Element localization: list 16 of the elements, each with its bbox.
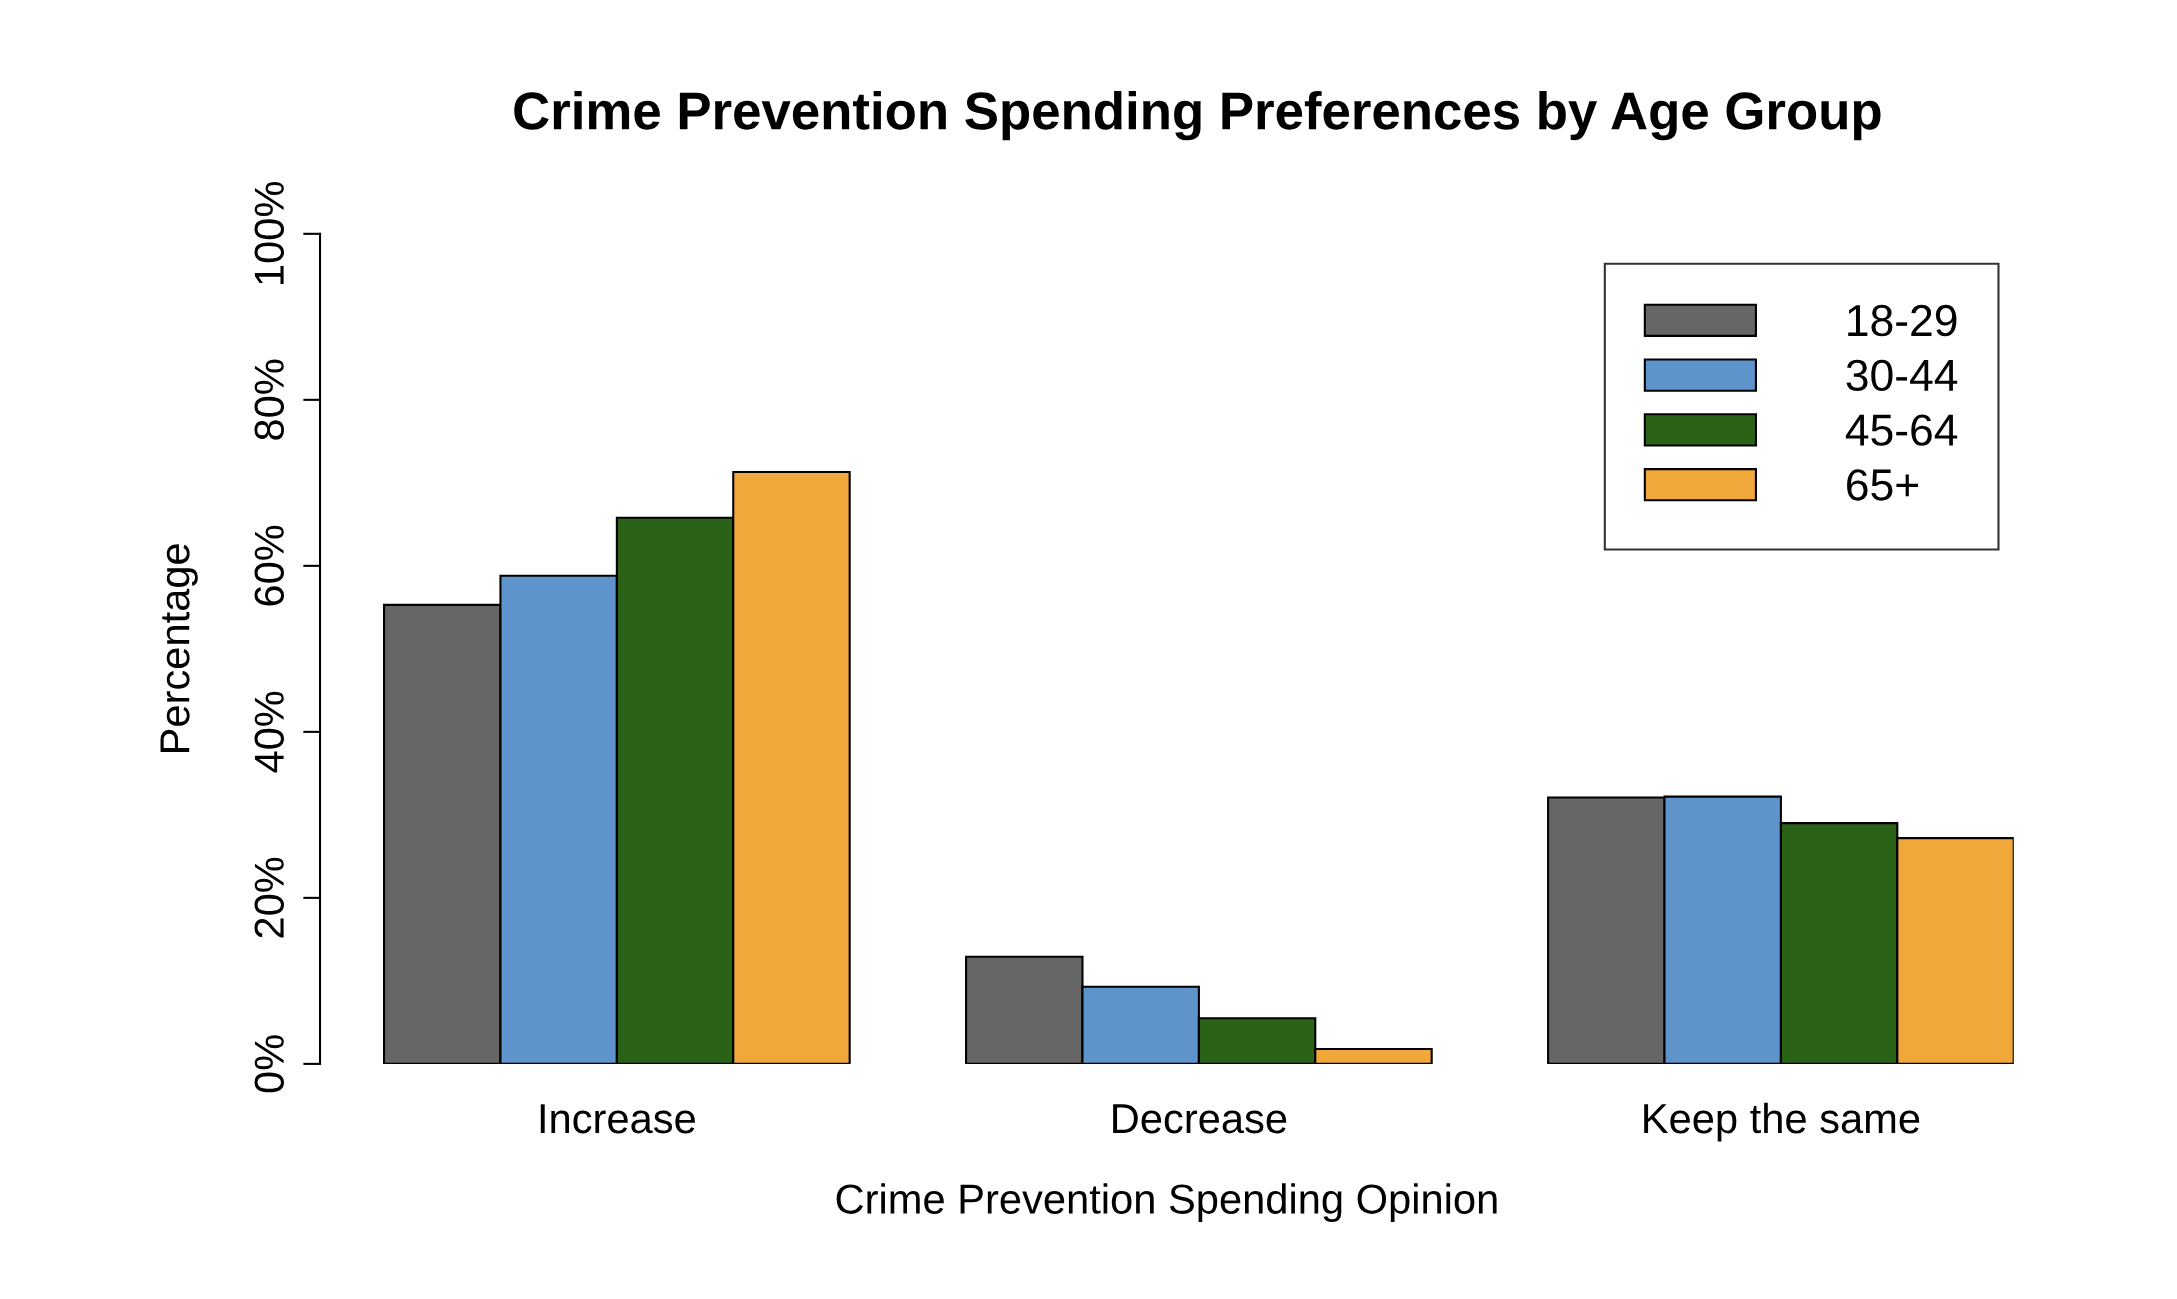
x-tick-label: Increase: [540, 1104, 695, 1134]
y-axis-title: Percentage: [160, 544, 198, 752]
legend-label: 30-44: [1846, 359, 1958, 392]
legend-label: 45-64: [1845, 414, 1958, 446]
y-tick-label: 80%: [254, 359, 285, 440]
x-tick-label: Decrease: [1113, 1104, 1287, 1134]
x-tick-label: Keep the same: [1644, 1102, 1920, 1142]
legend-label: 18-29: [1848, 304, 1957, 337]
y-tick-label: 0%: [254, 1035, 285, 1093]
x-axis-title: Crime Prevention Spending Opinion: [836, 1183, 1497, 1223]
chart-title: Crime Prevention Spending Preferences by Age Group: [514, 90, 1881, 141]
legend-label: 65+: [1847, 469, 1919, 501]
y-tick-label: 100%: [254, 182, 285, 284]
y-tick-label: 40%: [254, 691, 285, 773]
y-tick-label: 60%: [254, 525, 285, 606]
y-tick-label: 20%: [254, 857, 285, 938]
